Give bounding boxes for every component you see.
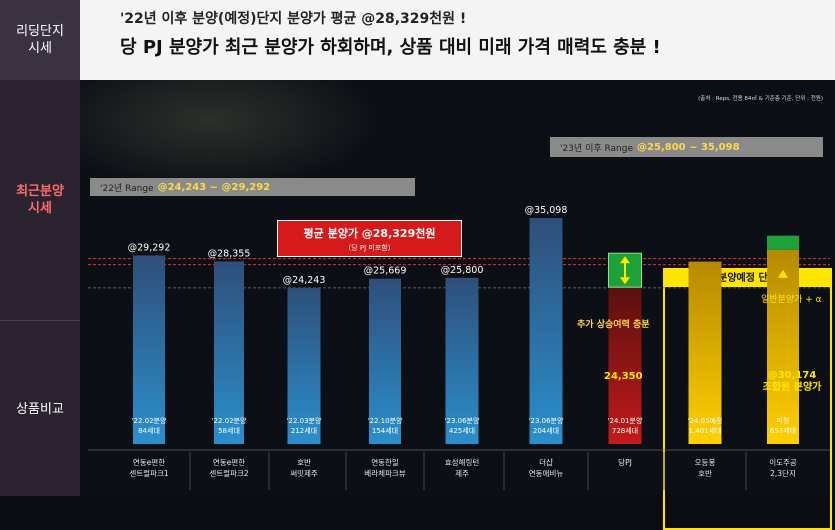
average-price-box: 평균 분양가 @28,329천원 (당 PJ 미포함) — [277, 220, 462, 257]
bar-1 — [133, 255, 165, 444]
x-label-2-line2: 센트럴파크2 — [209, 468, 248, 478]
bar-units-label-1: 84세대 — [138, 426, 160, 435]
value-label-6: @35,098 — [525, 205, 568, 216]
bar-date-label-4: '22.10분양 — [368, 417, 403, 425]
x-label-1-line1: 연동e편한 — [133, 457, 165, 467]
bar-date-label-6: '23.06분양 — [529, 417, 564, 425]
bar-units-label-3: 212세대 — [291, 426, 317, 435]
x-label-2-line1: 연동e편한 — [213, 457, 245, 467]
bar-8 — [688, 261, 722, 444]
bar-date-label-2: '22.02분양 — [212, 417, 247, 425]
bar-date-label-5: '23.06분양 — [445, 417, 480, 425]
bar-date-label-1: '22.02분양 — [132, 417, 167, 425]
pj-value-label: 24,350 — [604, 371, 643, 382]
union-premium-block — [767, 235, 799, 250]
x-label-9-line1: 이도주공 — [769, 457, 797, 467]
sidebar-section-product: 상품비교 — [0, 320, 80, 497]
pj-upside-arrow-down — [620, 277, 630, 285]
x-label-6-line2: 연동애비뉴 — [529, 469, 564, 478]
x-label-9-line2: 2,3단지 — [770, 468, 796, 478]
bar-units-label-9: 857세대 — [770, 426, 796, 435]
chart-area: (출처 : Reps, 전용 84㎡ & 기준층 기준, 단위 : 천원) '2… — [80, 80, 835, 530]
x-label-3-line2: 써밋제주 — [290, 468, 318, 478]
x-label-4-line2: 베라체파크뷰 — [364, 468, 405, 478]
union-price-text: @30,174 조합원 분양가 — [762, 370, 822, 393]
bar-units-label-8: 1,401세대 — [689, 426, 722, 435]
sidebar-section-recent: 최근분양 시세 — [0, 80, 80, 320]
general-price-label: 일반분양가 + α — [761, 295, 822, 305]
range-23-label: '23년 이후 Range — [560, 143, 634, 154]
bar-date-label-3: '22.03분양 — [287, 417, 322, 425]
range-22-value: @24,243 ~ @29,292 — [157, 181, 271, 193]
union-arrow-up — [778, 269, 788, 278]
x-label-6-line1: 더샵 — [539, 457, 553, 467]
bar-6 — [529, 218, 563, 444]
bar-units-label-6: 204세대 — [533, 426, 559, 435]
header: '22년 이후 분양(예정)단지 분양가 평균 @28,329천원 ! 당 PJ… — [80, 0, 835, 80]
source-note: (출처 : Reps, 전용 84㎡ & 기준층 기준, 단위 : 천원) — [698, 96, 823, 102]
extra-upside-label: 추가 상승여력 충분 — [577, 320, 650, 330]
pj-upside-arrow-up — [620, 256, 630, 264]
bar-date-label-7: '24.01분양 — [608, 417, 643, 425]
bar-units-label-5: 425세대 — [449, 426, 475, 435]
x-label-4-line1: 연동한일 — [371, 458, 399, 467]
value-label-3: @24,243 — [283, 275, 326, 286]
bar-date-label-9: 미정 — [777, 416, 790, 425]
bar-2 — [214, 261, 244, 444]
x-label-7-line1: 당PJ — [618, 457, 632, 467]
value-label-5: @25,800 — [441, 265, 484, 276]
value-label-4: @25,669 — [364, 266, 407, 277]
x-label-5-line1: 효성해링턴 — [445, 457, 480, 467]
x-label-5-line2: 제주 — [455, 469, 469, 478]
bar-units-label-2: 58세대 — [218, 426, 240, 435]
bar-units-label-7: 728세대 — [612, 426, 638, 435]
range-23-value: @25,800 ~ 35,098 — [637, 141, 740, 153]
bar-date-label-8: '24.05예정 — [688, 416, 723, 425]
value-label-1: @29,292 — [128, 242, 171, 253]
bar-7 — [608, 287, 642, 444]
bar-chart: @29,292 @28,355 @24,243 @25,669 @25,800 @35,0… — [88, 205, 830, 490]
bar-units-label-4: 154세대 — [372, 426, 398, 435]
bar-4 — [369, 278, 401, 444]
average-price-note: (당 PJ 미포함) — [348, 244, 391, 252]
range-22-label: '22년 Range — [100, 183, 154, 194]
value-label-2: @28,355 — [208, 248, 251, 259]
sidebar-section-leading: 리딩단지 시세 — [0, 0, 80, 80]
sidebar-section-recent-label: 최근분양 시세 — [16, 184, 64, 216]
range-23: '23년 이후 Range @25,800 ~ 35,098 — [550, 137, 823, 157]
average-price-title: 평균 분양가 @28,329천원 — [303, 227, 436, 240]
range-22: '22년 Range @24,243 ~ @29,292 — [90, 178, 415, 196]
x-label-3-line1: 호반 — [297, 458, 311, 467]
bar-3 — [287, 287, 321, 444]
bar-5 — [445, 277, 479, 444]
header-subtitle: '22년 이후 분양(예정)단지 분양가 평균 @28,329천원 ! — [120, 11, 467, 27]
x-label-1-line2: 센트럴파크1 — [129, 468, 168, 478]
union-price-label: @30,174 조합원 분양가 — [757, 370, 827, 394]
bar-9 — [767, 249, 799, 444]
header-title: 당 PJ 분양가 최근 분양가 하회하며, 상품 대비 미래 가격 매력도 충분… — [120, 37, 661, 58]
x-label-8-line1: 오등봉 — [695, 458, 716, 467]
sidebar: 리딩단지 시세 최근분양 시세 상품비교 — [0, 0, 80, 496]
x-label-8-line2: 호반 — [698, 469, 712, 478]
